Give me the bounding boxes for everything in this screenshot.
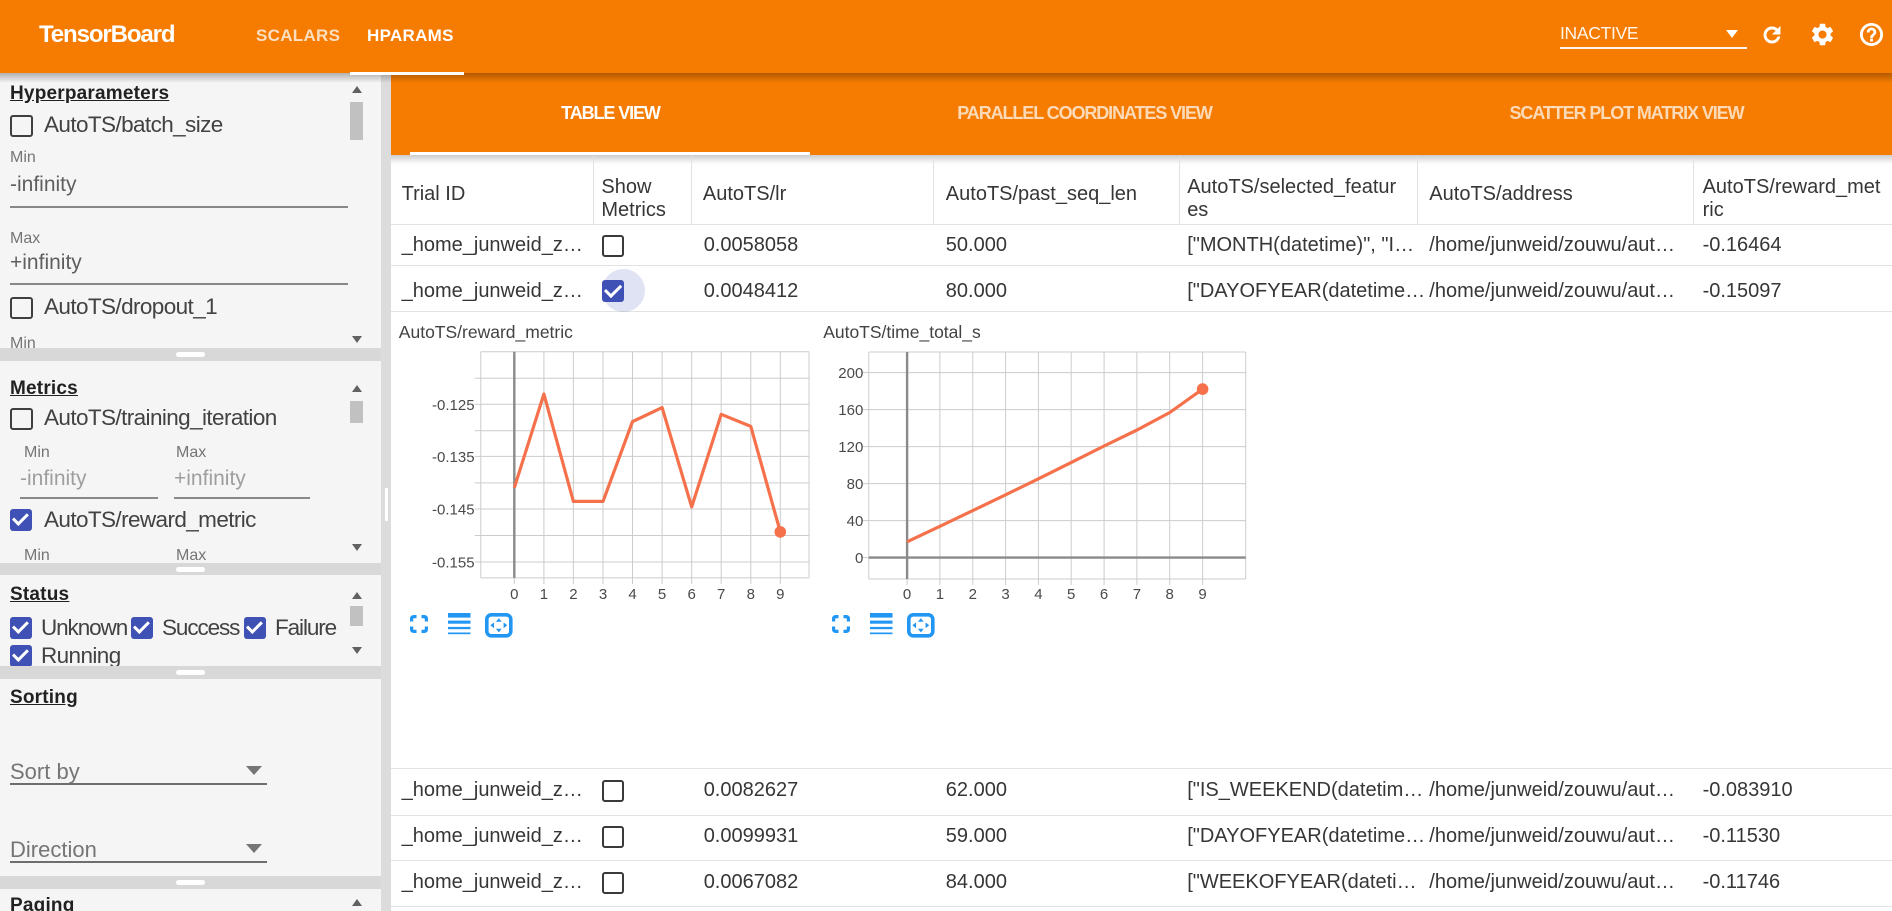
svg-text:9: 9 <box>776 586 784 603</box>
svg-text:1: 1 <box>936 586 944 603</box>
svg-text:1: 1 <box>540 586 548 603</box>
svg-text:80: 80 <box>847 476 864 493</box>
svg-text:40: 40 <box>847 513 864 530</box>
svg-text:3: 3 <box>599 586 607 603</box>
svg-text:4: 4 <box>1034 586 1042 603</box>
svg-text:0: 0 <box>855 550 863 567</box>
svg-text:2: 2 <box>569 586 577 603</box>
svg-text:-0.155: -0.155 <box>432 555 475 572</box>
svg-text:160: 160 <box>838 402 863 419</box>
svg-text:-0.145: -0.145 <box>432 502 475 519</box>
svg-text:8: 8 <box>1166 586 1174 603</box>
svg-text:0: 0 <box>903 586 911 603</box>
svg-text:5: 5 <box>1067 586 1075 603</box>
svg-text:6: 6 <box>688 586 696 603</box>
svg-text:8: 8 <box>747 586 755 603</box>
svg-text:2: 2 <box>969 586 977 603</box>
svg-text:3: 3 <box>1001 586 1009 603</box>
svg-text:5: 5 <box>658 586 666 603</box>
svg-text:0: 0 <box>510 586 518 603</box>
svg-text:120: 120 <box>838 439 863 456</box>
svg-text:200: 200 <box>838 365 863 382</box>
svg-text:7: 7 <box>717 586 725 603</box>
svg-text:4: 4 <box>628 586 636 603</box>
svg-text:-0.135: -0.135 <box>432 449 475 466</box>
svg-text:6: 6 <box>1100 586 1108 603</box>
svg-text:-0.125: -0.125 <box>432 397 475 414</box>
svg-text:9: 9 <box>1198 586 1206 603</box>
svg-text:7: 7 <box>1133 586 1141 603</box>
